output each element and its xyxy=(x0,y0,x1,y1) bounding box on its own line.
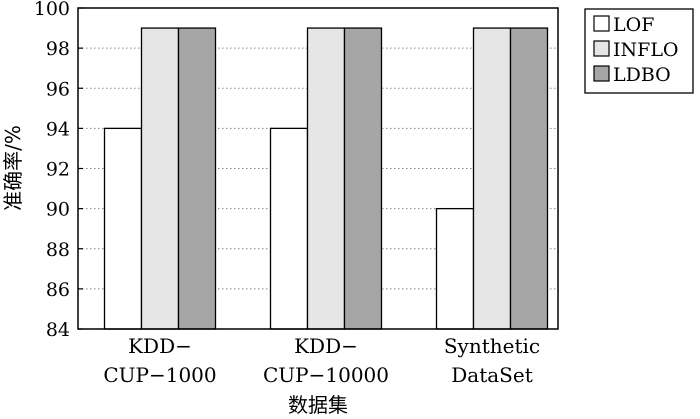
y-axis: 84 86 88 90 92 94 96 98 100 xyxy=(34,0,83,341)
y-tick-label: 94 xyxy=(46,118,70,140)
x-category-label: CUP−10000 xyxy=(263,363,389,387)
bar-lof-2 xyxy=(269,127,309,330)
legend-swatch-lof xyxy=(593,15,610,32)
x-axis: KDD− CUP−1000 KDD− CUP−10000 Synthetic DataSe… xyxy=(103,334,540,387)
bar-ldbo-3 xyxy=(509,27,549,330)
bar-inflo-3 xyxy=(472,27,512,330)
bar-inflo-1 xyxy=(140,27,180,330)
bar-ldbo-2 xyxy=(343,27,383,330)
bar-lof-1 xyxy=(103,127,143,330)
bars xyxy=(103,27,549,330)
legend-label-ldbo: LDBO xyxy=(613,64,671,86)
y-tick-label: 96 xyxy=(46,78,70,100)
x-category-label: KDD− xyxy=(128,334,192,358)
y-tick-label: 88 xyxy=(46,239,70,261)
y-tick-label: 90 xyxy=(46,199,70,221)
legend-swatch-ldbo xyxy=(593,65,610,82)
x-category-label: DataSet xyxy=(451,363,533,387)
bar-lof-3 xyxy=(435,207,475,330)
legend: LOF INFLO LDBO xyxy=(584,8,694,94)
y-tick-label: 92 xyxy=(46,159,70,181)
legend-label-inflo: INFLO xyxy=(613,39,679,61)
bar-ldbo-1 xyxy=(177,27,217,330)
y-tick-label: 84 xyxy=(46,319,70,341)
x-category-label: CUP−1000 xyxy=(103,363,216,387)
bar-inflo-2 xyxy=(306,27,346,330)
legend-label-lof: LOF xyxy=(613,14,654,36)
x-category-label: Synthetic xyxy=(444,334,540,358)
x-category-label: KDD− xyxy=(294,334,358,358)
y-axis-title: 准确率/% xyxy=(1,125,25,211)
y-tick-label: 98 xyxy=(46,38,70,60)
legend-swatch-inflo xyxy=(593,40,610,57)
y-tick-label: 86 xyxy=(46,279,70,301)
x-axis-title: 数据集 xyxy=(288,393,348,417)
y-tick-label: 100 xyxy=(34,0,70,20)
